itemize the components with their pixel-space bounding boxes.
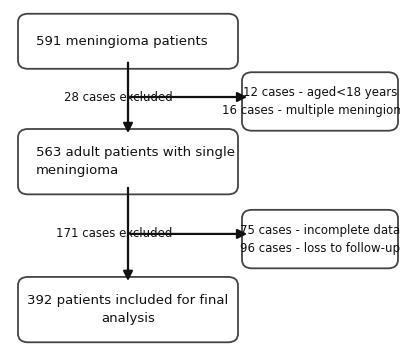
- Text: 75 cases - incomplete data
96 cases - loss to follow-up: 75 cases - incomplete data 96 cases - lo…: [240, 224, 400, 255]
- FancyBboxPatch shape: [242, 210, 398, 268]
- Text: 171 cases excluded: 171 cases excluded: [56, 227, 172, 240]
- Text: 563 adult patients with single
meningioma: 563 adult patients with single meningiom…: [36, 146, 235, 177]
- Text: 392 patients included for final
analysis: 392 patients included for final analysis: [27, 294, 229, 325]
- Text: 28 cases excluded: 28 cases excluded: [64, 90, 173, 104]
- FancyBboxPatch shape: [18, 14, 238, 69]
- Text: 591 meningioma patients: 591 meningioma patients: [36, 35, 208, 48]
- Text: 12 cases - aged<18 years
16 cases - multiple meningiomas: 12 cases - aged<18 years 16 cases - mult…: [222, 86, 400, 117]
- FancyBboxPatch shape: [242, 72, 398, 131]
- FancyBboxPatch shape: [18, 129, 238, 194]
- FancyBboxPatch shape: [18, 277, 238, 342]
